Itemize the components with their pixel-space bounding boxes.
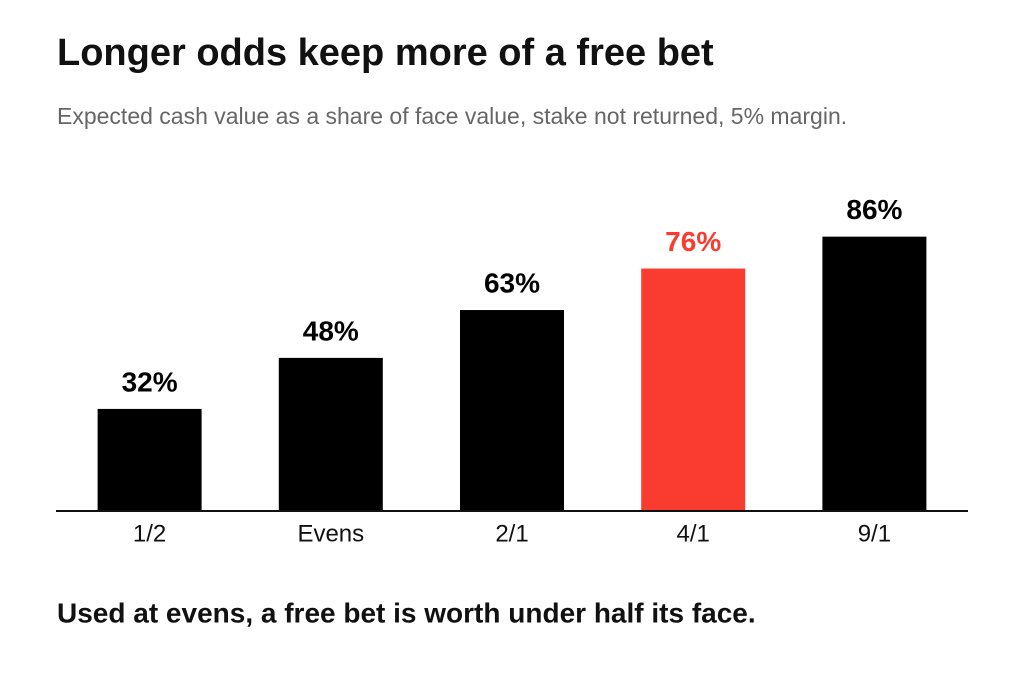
- bar: [460, 310, 564, 511]
- bar: [641, 268, 746, 511]
- x-tick-label: Evens: [297, 520, 364, 547]
- x-tick-label: 2/1: [495, 520, 528, 547]
- annotation: Used at evens, a free bet is worth under…: [57, 597, 756, 628]
- value-label: 86%: [846, 194, 902, 225]
- bar: [97, 408, 202, 511]
- bar: [278, 357, 383, 511]
- bar: [822, 236, 927, 511]
- chart-title: Longer odds keep more of a free bet: [57, 32, 714, 74]
- value-label: 76%: [665, 226, 721, 257]
- x-tick-label: 1/2: [133, 520, 166, 547]
- x-tick-label: 4/1: [677, 520, 710, 547]
- x-tick-label: 9/1: [858, 520, 891, 547]
- value-label: 32%: [122, 366, 178, 397]
- chart-subtitle: Expected cash value as a share of face v…: [57, 103, 847, 129]
- value-label: 48%: [303, 315, 359, 346]
- value-label: 63%: [484, 267, 540, 298]
